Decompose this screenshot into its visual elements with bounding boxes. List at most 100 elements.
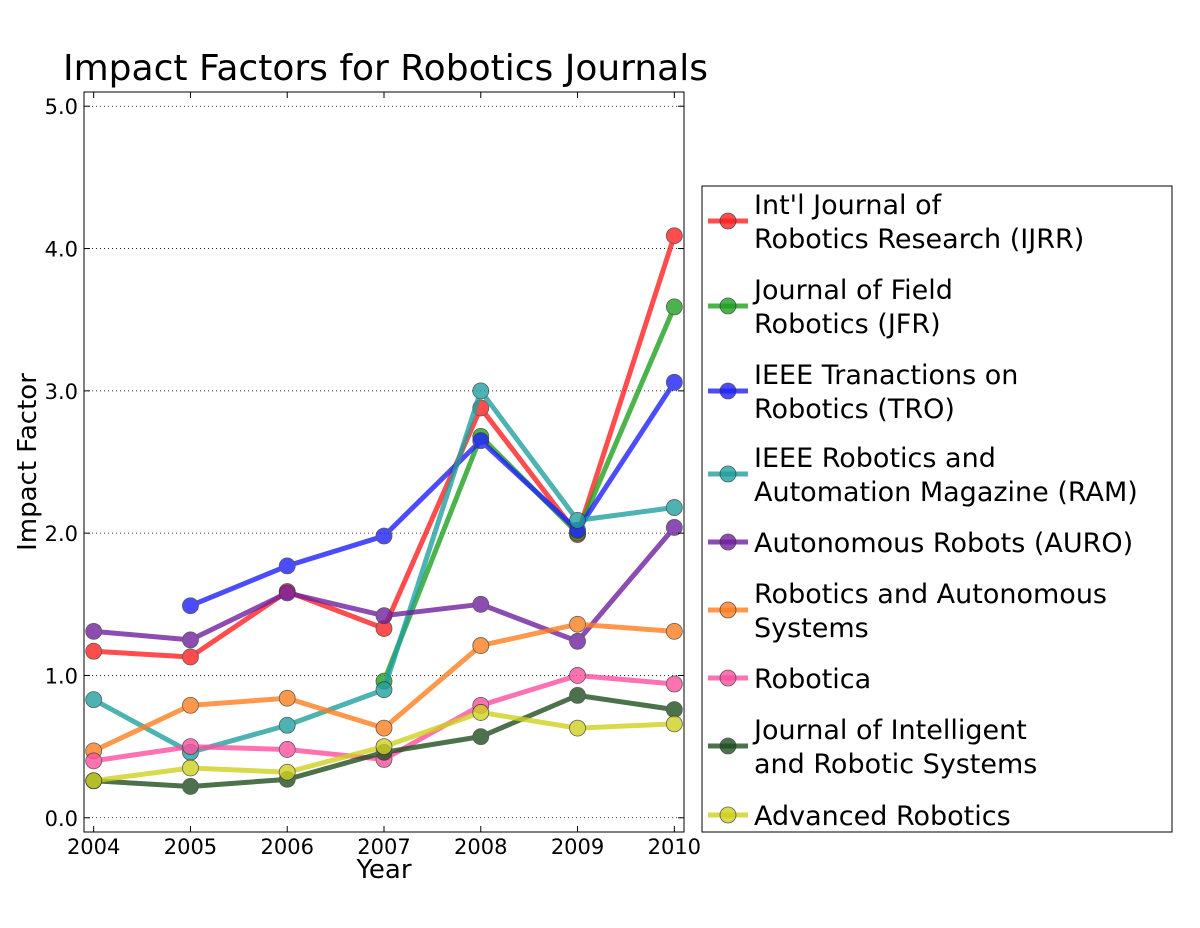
data-point [665,715,683,733]
axis-ticks: 0.0 1.0 2.0 3.0 4.0 5.0 2004 2005 2006 2007 2008 20… [45,92,701,859]
data-point [278,557,296,575]
legend-entry: Journal of Intelligent and Robotic System… [708,715,1037,780]
data-point [182,738,199,756]
data-point [665,519,683,536]
x-tick-label: 2007 [357,835,410,859]
legend: Int'l Journal of Robotics Research (IJRR)… [701,185,1173,833]
data-point [85,752,103,770]
data-point [375,719,393,737]
legend-marker [719,465,737,483]
data-point [665,622,683,640]
y-axis-label: Impact Factor [13,373,43,551]
data-point [182,648,199,666]
legend-label: Journal of Field Robotics (JFR) [752,275,953,340]
legend-entry: Advanced Robotics [708,801,1011,832]
data-point [375,738,393,756]
series-4 [85,519,683,650]
data-point [569,615,586,633]
x-tick-label: 2010 [648,835,701,859]
data-point [182,631,199,649]
data-point [85,622,103,640]
legend-label: IEEE Robotics and Automation Magazine (RA… [754,443,1138,508]
data-point [278,584,296,602]
data-point [665,373,683,391]
legend-marker [719,601,737,619]
series-0 [85,227,683,666]
series-line [189,380,677,609]
data-point [182,759,199,777]
legend-entry: Autonomous Robots (AURO) [708,528,1133,559]
legend-label: Autonomous Robots (AURO) [754,528,1133,559]
data-point [182,696,199,714]
data-point [569,686,586,704]
legend-marker [719,806,737,824]
y-tick-label: 2.0 [45,522,78,546]
data-point [569,511,586,529]
data-point [182,778,199,795]
data-point [665,499,683,516]
data-point [472,595,490,613]
legend-label: Journal of Intelligent and Robotic System… [752,715,1037,780]
data-point [472,637,490,654]
data-point [472,432,490,450]
data-point [472,728,490,746]
series-line [93,234,677,660]
data-point [665,701,683,719]
data-point [569,632,586,650]
x-tick-label: 2006 [260,835,313,859]
data-point [569,719,586,737]
legend-marker [719,533,737,551]
data-point [278,763,296,781]
legend-entry: Robotica [708,664,871,695]
series-lines [85,227,683,795]
y-tick-label: 0.0 [45,807,78,831]
data-point [278,741,296,758]
data-point [569,667,586,684]
legend-label: Advanced Robotics [754,801,1011,832]
data-point [85,772,103,790]
series-2 [182,373,683,615]
legend-entry: IEEE Robotics and Automation Magazine (RA… [708,443,1138,508]
series-3 [85,382,683,761]
data-point [182,597,199,615]
data-point [278,716,296,734]
data-point [85,642,103,660]
data-point [375,527,393,545]
chart-title: Impact Factors for Robotics Journals [63,48,708,89]
y-tick-label: 4.0 [45,238,78,262]
legend-marker [719,669,737,687]
y-tick-label: 3.0 [45,380,78,404]
data-point [85,691,103,709]
x-tick-label: 2004 [67,835,120,859]
legend-label: Robotica [754,664,871,695]
legend-entry: Int'l Journal of Robotics Research (IJRR) [708,190,1084,255]
legend-marker [719,212,737,230]
legend-frame [701,185,1173,833]
x-tick-label: 2005 [164,835,217,859]
y-tick-label: 5.0 [45,95,78,119]
x-tick-label: 2008 [454,835,507,859]
data-point [375,681,393,699]
x-tick-label: 2009 [551,835,604,859]
data-point [665,227,683,245]
y-tick-label: 1.0 [45,664,78,688]
legend-marker [719,297,737,315]
x-axis-label: Year [355,855,411,885]
data-point [665,675,683,693]
series-8 [85,704,683,790]
series-5 [85,615,683,760]
data-point [375,607,393,625]
legend-marker [719,382,737,400]
data-point [472,704,490,721]
data-point [278,689,296,707]
legend-label: Robotics and Autonomous Systems [754,579,1107,644]
legend-label: IEEE Tranactions on Robotics (TRO) [754,360,1018,425]
legend-label: Int'l Journal of Robotics Research (IJRR) [754,190,1084,255]
data-point [665,298,683,316]
legend-entry: Journal of Field Robotics (JFR) [708,275,953,340]
legend-entry: Robotics and Autonomous Systems [708,579,1107,644]
legend-marker [719,737,737,755]
data-point [472,382,490,400]
legend-entry: IEEE Tranactions on Robotics (TRO) [708,360,1018,425]
